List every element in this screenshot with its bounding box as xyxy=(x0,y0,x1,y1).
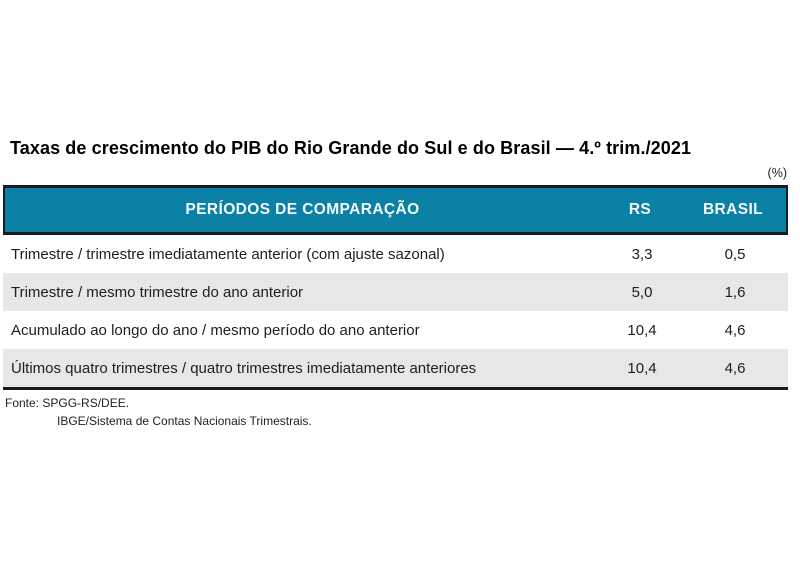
brasil-value: 4,6 xyxy=(724,321,746,339)
row-label: Trimestre / trimestre imediatamente ante… xyxy=(11,245,445,263)
table-row: Trimestre / mesmo trimestre do ano anter… xyxy=(3,273,788,311)
rs-value: 10,4 xyxy=(627,359,657,377)
header-periods: PERÍODOS DE COMPARAÇÃO xyxy=(185,201,420,218)
table-row: Últimos quatro trimestres / quatro trime… xyxy=(3,349,788,387)
gdp-growth-table: PERÍODOS DE COMPARAÇÃO RS BRASIL Trimest… xyxy=(3,185,788,390)
brasil-value: 1,6 xyxy=(724,283,746,301)
table-bottom-rule xyxy=(3,387,788,390)
table-row: Acumulado ao longo do ano / mesmo períod… xyxy=(3,311,788,349)
brasil-value: 4,6 xyxy=(724,359,746,377)
page-title: Taxas de crescimento do PIB do Rio Grand… xyxy=(10,138,692,158)
source-note-line2: IBGE/Sistema de Contas Nacionais Trimest… xyxy=(57,414,312,428)
source-note-line1: Fonte: SPGG-RS/DEE. xyxy=(5,396,130,410)
row-label: Trimestre / mesmo trimestre do ano anter… xyxy=(11,283,304,301)
brasil-value: 0,5 xyxy=(724,245,746,263)
row-label: Últimos quatro trimestres / quatro trime… xyxy=(11,359,477,377)
header-rs: RS xyxy=(628,201,652,218)
row-label: Acumulado ao longo do ano / mesmo períod… xyxy=(11,321,420,339)
percent-unit-label: (%) xyxy=(767,166,787,180)
table-header-row: PERÍODOS DE COMPARAÇÃO RS BRASIL xyxy=(3,185,788,235)
rs-value: 10,4 xyxy=(627,321,657,339)
header-brasil: BRASIL xyxy=(702,201,764,218)
rs-value: 3,3 xyxy=(631,245,653,263)
rs-value: 5,0 xyxy=(631,283,653,301)
table-row: Trimestre / trimestre imediatamente ante… xyxy=(3,235,788,273)
